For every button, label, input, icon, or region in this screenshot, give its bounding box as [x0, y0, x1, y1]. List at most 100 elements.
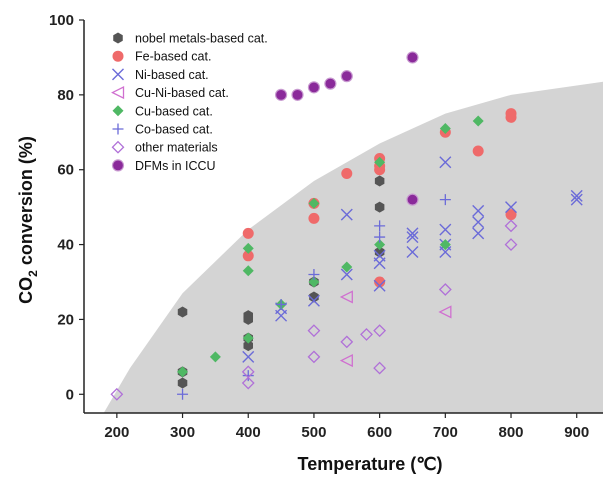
data-point	[374, 276, 386, 288]
x-axis-title: Temperature (℃)	[298, 454, 443, 474]
data-point	[570, 189, 583, 202]
data-point	[439, 194, 451, 206]
legend-marker	[112, 123, 124, 135]
data-point	[340, 268, 353, 281]
data-point	[472, 216, 485, 229]
x-tick-label: 600	[367, 424, 392, 441]
legend-entry: nobel metals-based cat.	[113, 32, 268, 46]
data-point	[374, 220, 386, 232]
data-point	[242, 227, 254, 239]
data-point	[374, 246, 385, 258]
data-point	[177, 366, 189, 378]
series-7	[274, 51, 419, 206]
legend-entry: other materials	[111, 141, 218, 155]
series-3	[339, 290, 452, 368]
data-point	[374, 239, 386, 251]
data-point	[177, 388, 189, 400]
legend-label: Ni-based cat.	[135, 68, 209, 82]
data-point	[472, 204, 485, 217]
data-point	[308, 276, 320, 288]
data-point	[439, 223, 452, 236]
y-axis-title-rest: conversion (%)	[16, 136, 36, 270]
legend-marker	[113, 32, 123, 44]
data-point	[439, 239, 451, 251]
data-point	[242, 332, 254, 344]
data-point	[339, 354, 353, 368]
x-tick-label: 800	[499, 424, 524, 441]
data-point	[242, 250, 254, 262]
legend-label: Fe-based cat.	[135, 50, 211, 64]
data-point	[341, 167, 353, 179]
data-point	[307, 350, 321, 364]
data-point	[439, 246, 452, 259]
data-point	[373, 324, 387, 338]
legend-marker	[112, 50, 124, 62]
data-point	[373, 249, 386, 262]
x-tick-label: 700	[433, 424, 458, 441]
data-point	[374, 164, 386, 176]
data-point	[340, 208, 353, 221]
data-point	[505, 111, 517, 123]
data-points	[110, 51, 583, 401]
legend-entry: Fe-based cat.	[112, 50, 211, 64]
legend-label: Cu-based cat.	[135, 104, 213, 118]
data-point	[291, 88, 304, 101]
data-point	[504, 219, 518, 233]
y-axis-title: CO2 conversion (%)	[16, 136, 40, 304]
data-point	[472, 145, 484, 157]
x-tick-label: 500	[301, 424, 326, 441]
data-point	[275, 309, 288, 322]
data-point	[307, 294, 320, 307]
data-point	[374, 201, 385, 213]
data-point	[505, 209, 517, 221]
y-axis-title-main: CO	[16, 277, 36, 304]
data-point	[406, 231, 419, 244]
data-point	[438, 305, 452, 319]
series-6	[110, 219, 518, 401]
data-point	[570, 193, 583, 206]
data-point	[406, 51, 419, 64]
data-point	[504, 238, 518, 251]
data-point	[177, 377, 188, 389]
data-point	[241, 376, 255, 390]
legend-marker	[112, 105, 124, 117]
data-point	[373, 279, 386, 292]
data-point	[406, 227, 419, 240]
data-point	[307, 324, 321, 338]
tick-labels: 200 300 400 500 600 700 800 900 0 20 40 60 80 100	[49, 12, 589, 441]
data-point	[242, 350, 255, 363]
shaded-feasible-region	[103, 81, 603, 413]
data-point	[243, 313, 254, 325]
data-point	[242, 370, 254, 382]
data-point	[275, 298, 287, 310]
legend-label: DFMs in ICCU	[135, 159, 216, 173]
series-4	[177, 115, 484, 378]
legend-label: nobel metals-based cat.	[135, 32, 268, 46]
data-point	[243, 340, 254, 352]
y-axis-title-subscript: 2	[26, 270, 40, 277]
x-tick-label: 200	[104, 424, 129, 441]
data-point	[374, 156, 386, 168]
legend-entry: DFMs in ICCU	[111, 159, 216, 173]
data-point	[339, 290, 353, 304]
data-point	[472, 115, 484, 127]
data-point	[340, 70, 353, 83]
data-point	[406, 193, 419, 206]
axes	[79, 19, 603, 418]
shaded-region	[103, 81, 603, 413]
data-point	[438, 283, 452, 296]
data-point	[360, 327, 373, 341]
data-point	[341, 261, 353, 273]
legend-entry: Co-based cat.	[112, 123, 213, 137]
legend-entry: Cu-Ni-based cat.	[111, 86, 229, 100]
data-point	[242, 242, 254, 254]
series-5	[177, 194, 451, 400]
legend-marker	[111, 159, 125, 172]
data-point	[177, 306, 188, 318]
x-tick-label: 900	[564, 424, 589, 441]
y-tick-label: 60	[57, 162, 74, 179]
data-point	[324, 77, 337, 90]
data-point	[274, 88, 288, 101]
data-point	[308, 212, 320, 224]
